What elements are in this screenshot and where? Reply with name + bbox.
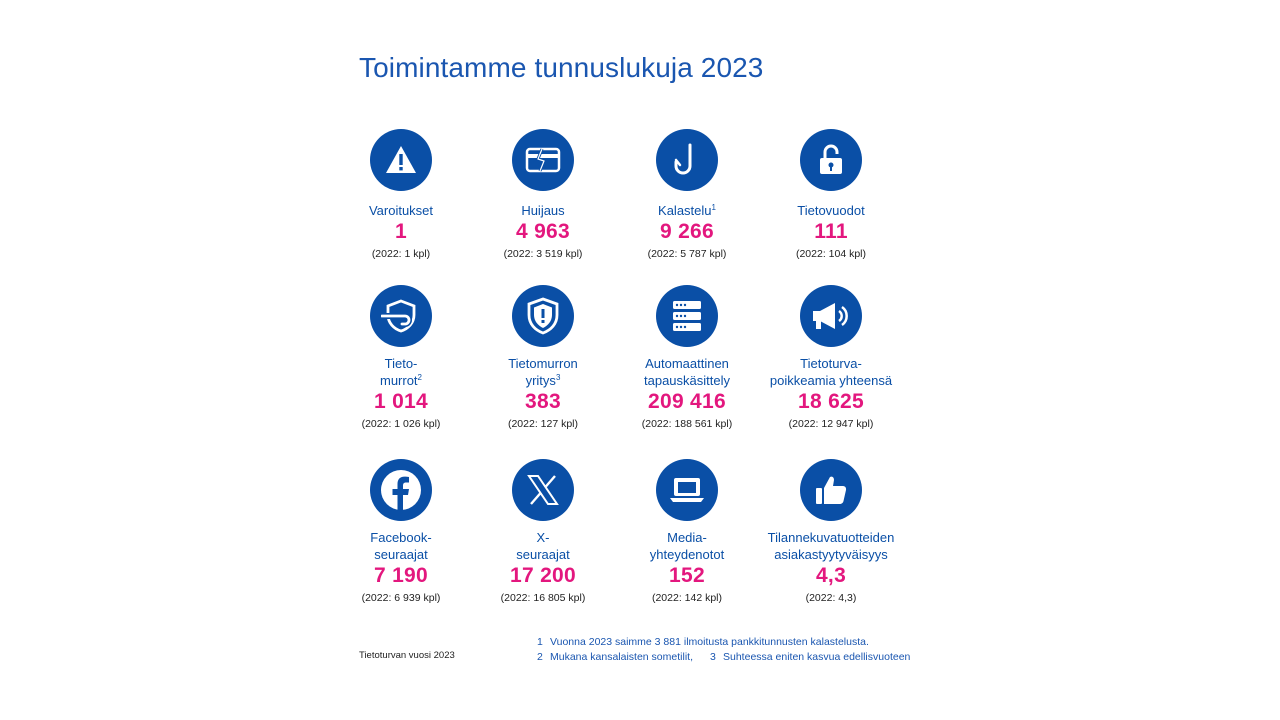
- stat-automated-handling: Automaattinen tapauskäsittely 209 416 (20…: [602, 285, 772, 431]
- stat-media-contacts: Media-yhteydenotot 152 (2022: 142 kpl): [602, 459, 772, 605]
- facebook-icon: [370, 459, 432, 521]
- stat-label: Tilannekuvatuotteiden asiakastyytyväisyys: [767, 530, 895, 562]
- stat-previous: (2022: 16 805 kpl): [500, 592, 586, 604]
- stat-warnings: Varoitukset 1 (2022: 1 kpl): [316, 129, 486, 261]
- stat-previous: (2022: 127 kpl): [507, 418, 579, 430]
- stat-previous: (2022: 12 947 kpl): [788, 418, 874, 430]
- stat-previous: (2022: 3 519 kpl): [503, 248, 583, 260]
- stat-value: 383: [525, 390, 561, 413]
- stat-value: 7 190: [373, 564, 429, 587]
- footnote-2: 2 Mukana kansalaisten sometilit,: [537, 651, 693, 663]
- footnote-1: 1 Vuonna 2023 saimme 3 881 ilmoitusta pan…: [537, 636, 869, 648]
- stat-x-followers: X-seuraajat 17 200 (2022: 16 805 kpl): [458, 459, 628, 605]
- stat-value: 4 963: [515, 220, 571, 243]
- megaphone-icon: [800, 285, 862, 347]
- stat-customer-satisfaction: Tilannekuvatuotteiden asiakastyytyväisyys…: [746, 459, 916, 605]
- hook-icon: [656, 129, 718, 191]
- x-logo-icon: [512, 459, 574, 521]
- stat-label: Kalastelu1: [658, 203, 716, 218]
- stat-label: X-seuraajat: [516, 530, 570, 562]
- stat-label: Tieto-murrot2: [379, 356, 422, 388]
- stat-previous: (2022: 1 kpl): [371, 248, 431, 260]
- server-icon: [656, 285, 718, 347]
- stat-data-leaks: Tietovuodot 111 (2022: 104 kpl): [746, 129, 916, 261]
- stat-previous: (2022: 104 kpl): [795, 248, 867, 260]
- stat-facebook-followers: Facebook-seuraajat 7 190 (2022: 6 939 kp…: [316, 459, 486, 605]
- stat-value: 209 416: [647, 390, 726, 413]
- stat-value: 17 200: [509, 564, 577, 587]
- stat-incidents-total: Tietoturva-poikkeamia yhteensä 18 625 (2…: [746, 285, 916, 431]
- shield-alert-icon: [512, 285, 574, 347]
- stat-previous: (2022: 188 561 kpl): [641, 418, 733, 430]
- unlocked-icon: [800, 129, 862, 191]
- stat-label: Automaattinen tapauskäsittely: [644, 356, 730, 388]
- stat-label: Facebook-seuraajat: [370, 530, 432, 562]
- stat-phishing: Kalastelu1 9 266 (2022: 5 787 kpl): [602, 129, 772, 261]
- stat-label: Varoitukset: [368, 203, 434, 218]
- stat-value: 4,3: [815, 564, 847, 587]
- thumbs-up-icon: [800, 459, 862, 521]
- stat-label: Tietovuodot: [797, 203, 865, 218]
- stat-previous: (2022: 4,3): [805, 592, 857, 604]
- stat-value: 1 014: [373, 390, 429, 413]
- stat-value: 18 625: [797, 390, 865, 413]
- stat-label: Huijaus: [521, 203, 565, 218]
- source-label: Tietoturvan vuosi 2023: [359, 650, 455, 661]
- stat-value: 152: [669, 564, 705, 587]
- stat-value: 111: [814, 220, 848, 243]
- page-title: Toimintamme tunnuslukuja 2023: [359, 52, 764, 83]
- stat-previous: (2022: 1 026 kpl): [361, 418, 441, 430]
- stat-breach-attempts: Tietomurron yritys3 383 (2022: 127 kpl): [458, 285, 628, 431]
- stat-fraud: Huijaus 4 963 (2022: 3 519 kpl): [458, 129, 628, 261]
- stat-label: Tietoturva-poikkeamia yhteensä: [769, 356, 893, 388]
- laptop-icon: [656, 459, 718, 521]
- stat-value: 1: [395, 220, 407, 243]
- stat-label: Media-yhteydenotot: [649, 530, 725, 562]
- stat-previous: (2022: 5 787 kpl): [647, 248, 727, 260]
- stat-previous: (2022: 142 kpl): [651, 592, 723, 604]
- card-fraud-icon: [512, 129, 574, 191]
- shield-arrow-icon: [370, 285, 432, 347]
- stat-label: Tietomurron yritys3: [508, 356, 578, 388]
- stat-previous: (2022: 6 939 kpl): [361, 592, 441, 604]
- footnote-3: 3 Suhteessa eniten kasvua edellisvuoteen: [710, 651, 911, 663]
- stat-breaches: Tieto-murrot2 1 014 (2022: 1 026 kpl): [316, 285, 486, 431]
- warning-icon: [370, 129, 432, 191]
- stat-value: 9 266: [659, 220, 715, 243]
